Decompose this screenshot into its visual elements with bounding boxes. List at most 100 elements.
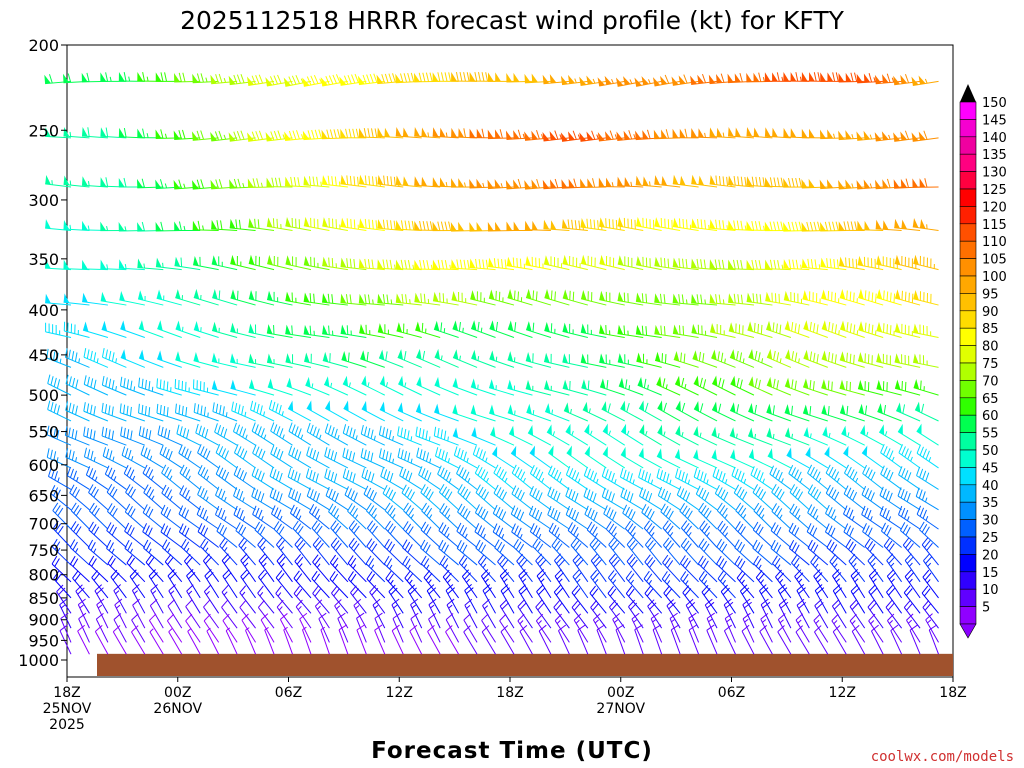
wind-barb bbox=[124, 522, 146, 548]
wind-barb bbox=[832, 569, 847, 599]
colorbar-label: 105 bbox=[982, 253, 1007, 268]
wind-barb bbox=[229, 178, 256, 189]
wind-barb bbox=[442, 569, 460, 599]
wind-barb bbox=[53, 570, 72, 599]
wind-barb bbox=[275, 570, 293, 599]
wind-barb bbox=[197, 444, 219, 469]
wind-barb bbox=[395, 175, 422, 188]
wind-barb bbox=[858, 288, 884, 306]
wind-barb bbox=[506, 221, 533, 232]
wind-barb bbox=[857, 379, 884, 396]
wind-barb bbox=[912, 323, 939, 338]
wind-barb bbox=[383, 555, 404, 583]
wind-barb bbox=[179, 464, 201, 490]
wind-barb bbox=[492, 504, 515, 530]
wind-barb bbox=[168, 584, 183, 614]
wind-barb bbox=[176, 424, 201, 446]
wind-barb bbox=[766, 376, 792, 396]
wind-barb bbox=[230, 353, 256, 368]
wind-barb bbox=[266, 324, 293, 338]
wind-barb bbox=[222, 569, 238, 599]
wind-barb bbox=[571, 600, 589, 629]
wind-barb bbox=[456, 465, 478, 490]
wind-barb bbox=[124, 503, 146, 530]
wind-barb bbox=[180, 538, 201, 566]
wind-barb bbox=[894, 353, 921, 368]
wind-barb bbox=[366, 538, 386, 566]
wind-barb bbox=[451, 259, 478, 271]
wind-barb bbox=[273, 521, 293, 548]
colorbar-label: 60 bbox=[982, 409, 999, 424]
wind-barb bbox=[488, 379, 515, 396]
wind-barb bbox=[215, 486, 238, 511]
wind-barb bbox=[592, 613, 607, 643]
wind-barb bbox=[303, 216, 330, 232]
wind-barb bbox=[361, 468, 386, 490]
wind-barb bbox=[102, 447, 127, 469]
wind-barb bbox=[510, 505, 533, 530]
wind-barb bbox=[691, 258, 718, 271]
wind-barb bbox=[654, 175, 681, 188]
wind-barb bbox=[342, 424, 367, 446]
wind-barb bbox=[688, 624, 700, 655]
wind-barb bbox=[399, 466, 422, 490]
wind-barb bbox=[544, 403, 570, 422]
wind-barb bbox=[814, 584, 829, 614]
wind-barb bbox=[822, 426, 847, 446]
wind-barb bbox=[565, 423, 589, 446]
wind-barb bbox=[238, 537, 256, 566]
wind-barb bbox=[45, 219, 72, 232]
wind-barb bbox=[518, 584, 533, 614]
wind-barb bbox=[709, 259, 736, 271]
wind-barb bbox=[894, 322, 921, 338]
wind-barb bbox=[104, 465, 127, 490]
wind-barb bbox=[596, 624, 607, 655]
wind-barb bbox=[87, 539, 109, 566]
wind-barb bbox=[717, 570, 736, 599]
wind-barb bbox=[46, 425, 72, 446]
colorbar-label: 15 bbox=[982, 566, 999, 581]
colorbar-label: 80 bbox=[982, 340, 999, 355]
wind-barb bbox=[193, 288, 219, 306]
wind-barb bbox=[475, 539, 496, 566]
wind-barb bbox=[211, 379, 238, 396]
wind-barb bbox=[709, 127, 736, 139]
wind-barb bbox=[618, 377, 644, 396]
wind-barb bbox=[711, 349, 736, 368]
wind-barb bbox=[302, 129, 330, 141]
y-tick-label: 700 bbox=[28, 515, 59, 534]
wind-barb bbox=[691, 127, 718, 139]
wind-barb bbox=[96, 598, 109, 629]
wind-barb bbox=[728, 175, 755, 188]
wind-barb bbox=[676, 486, 699, 511]
wind-barb bbox=[748, 376, 773, 396]
wind-barb bbox=[306, 487, 330, 511]
wind-barb bbox=[753, 502, 773, 530]
wind-barb bbox=[862, 523, 884, 548]
wind-barb bbox=[377, 219, 404, 232]
wind-barb bbox=[597, 75, 625, 87]
y-tick-label: 500 bbox=[28, 386, 59, 405]
wind-barb bbox=[777, 613, 792, 643]
wind-barb bbox=[825, 484, 847, 511]
wind-barb bbox=[311, 570, 330, 599]
wind-barb bbox=[487, 221, 515, 232]
wind-barb bbox=[437, 465, 459, 490]
y-tick-label: 550 bbox=[28, 423, 59, 442]
wind-barb bbox=[178, 523, 201, 548]
wind-barb bbox=[303, 292, 330, 306]
wind-barb bbox=[897, 505, 921, 530]
wind-barb bbox=[734, 555, 755, 583]
colorbar-swatch bbox=[959, 345, 977, 364]
wind-barb bbox=[344, 486, 367, 511]
wind-barb bbox=[516, 553, 533, 583]
wind-barb bbox=[120, 349, 146, 368]
wind-barb bbox=[511, 464, 533, 490]
x-tick-label: 06Z bbox=[275, 685, 302, 701]
wind-barb bbox=[878, 424, 902, 446]
wind-barb bbox=[547, 486, 570, 511]
wind-barb bbox=[445, 584, 460, 614]
x-tick-label: 00Z bbox=[607, 685, 634, 701]
colorbar-swatch bbox=[959, 188, 977, 207]
wind-barb bbox=[212, 288, 238, 306]
